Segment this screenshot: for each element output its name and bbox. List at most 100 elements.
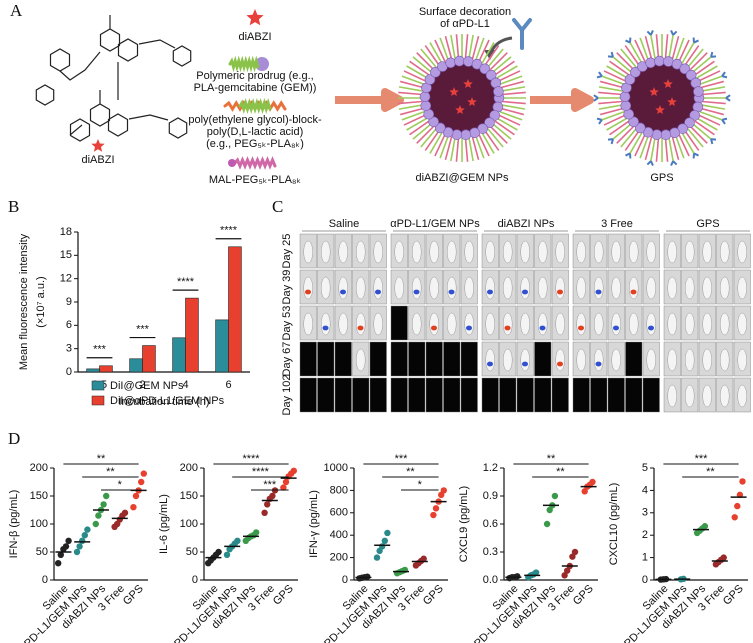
x-tick-label: GPS [571, 583, 596, 608]
signal [557, 289, 563, 295]
mouse [411, 276, 422, 300]
mouse [520, 240, 530, 264]
data-point [561, 572, 568, 579]
mouse [719, 276, 730, 300]
y-tick-label: 4 [642, 484, 648, 496]
mouse-image [590, 377, 608, 413]
prodrug-sphere [479, 63, 491, 75]
corona-chain [650, 137, 656, 162]
mouse [537, 312, 548, 336]
corona-chain [629, 132, 643, 154]
mouse [702, 240, 712, 264]
arrow [335, 88, 404, 112]
corona-chain [655, 137, 660, 162]
y-tick-label: 400 [330, 529, 348, 541]
corona-chain [601, 75, 625, 86]
mouse-image [425, 341, 443, 377]
mouse [485, 348, 495, 372]
antibody [607, 138, 614, 145]
corona-chain [399, 107, 424, 116]
mouse [684, 348, 695, 372]
mouse [373, 240, 383, 264]
mouse [702, 276, 712, 300]
antibody [593, 94, 599, 102]
mouse [611, 348, 621, 372]
corona-chain [697, 70, 721, 82]
mouse [555, 276, 565, 300]
mouse [555, 240, 565, 264]
corona-chain [609, 60, 630, 76]
antibody [625, 152, 632, 159]
y-tick-label: 3 [66, 343, 72, 355]
data-point [121, 509, 129, 516]
corona-chain [471, 35, 480, 60]
mouse [338, 240, 348, 264]
x-axis-label: Incubation time (h) [118, 396, 209, 408]
prodrug-sphere [460, 129, 472, 141]
decoration-label: of αPD-L1 [440, 18, 490, 30]
mouse [429, 240, 439, 264]
corona-chain [634, 39, 646, 63]
corona-chain [497, 70, 521, 82]
molecule-label: diABZI [81, 154, 114, 166]
mouse [702, 312, 712, 336]
corona-chain [489, 52, 508, 71]
prodrug-sphere [489, 110, 500, 121]
corona-chain [403, 70, 427, 82]
x-tick-label: 4 [182, 379, 188, 391]
row-label: Day 39 [281, 270, 293, 305]
y-tick-label: 150 [30, 490, 48, 502]
corona-chain [629, 42, 643, 64]
corona-chain [606, 65, 628, 79]
prodrug-sphere [660, 129, 672, 141]
data-point [373, 554, 381, 561]
corona-chain [416, 52, 435, 71]
corona-chain [699, 75, 723, 86]
corona-chain [612, 56, 632, 73]
corona-chain [692, 123, 712, 140]
mouse [611, 240, 621, 264]
mouse [684, 384, 695, 408]
row-label: Day 25 [281, 234, 293, 269]
antibody [625, 37, 632, 44]
corona-chain [489, 125, 508, 144]
corona-chain [487, 48, 504, 68]
data-point [543, 520, 551, 528]
corona-chain [494, 120, 515, 136]
mouse [737, 240, 747, 264]
bar [228, 246, 242, 373]
significance-label: ** [556, 466, 565, 478]
data-point [100, 501, 107, 508]
signal [557, 361, 563, 367]
mouse [667, 384, 677, 408]
corona-chain [694, 60, 715, 76]
antibody [607, 51, 614, 58]
corona-chain [599, 80, 624, 89]
prodrug-sphere [671, 58, 683, 70]
y-tick-label: 2 [642, 529, 648, 541]
y-tick-label: 200 [30, 462, 48, 474]
data-point [739, 478, 746, 485]
x-tick-label: GPS [121, 583, 146, 608]
mouse-image [607, 377, 625, 413]
drug-star [455, 105, 465, 114]
molecule-ring [168, 117, 188, 139]
corona-chain [624, 45, 640, 66]
core [426, 62, 498, 134]
mouse [485, 240, 495, 264]
mouse [303, 276, 313, 300]
mouse-image [534, 377, 552, 413]
corona-chain [689, 52, 708, 71]
y-tick-label: 50 [186, 546, 198, 558]
polymer-chain [233, 156, 277, 170]
corona-chain [598, 91, 623, 96]
y-tick-label: 100 [30, 518, 48, 530]
signal [648, 325, 654, 331]
data-point [57, 551, 64, 558]
significance-label: **** [177, 276, 195, 288]
corona-chain [684, 130, 700, 151]
scheme-label: diABZI [238, 31, 271, 43]
data-point [79, 537, 86, 544]
mouse-image [390, 377, 408, 413]
corona-chain [501, 91, 526, 96]
